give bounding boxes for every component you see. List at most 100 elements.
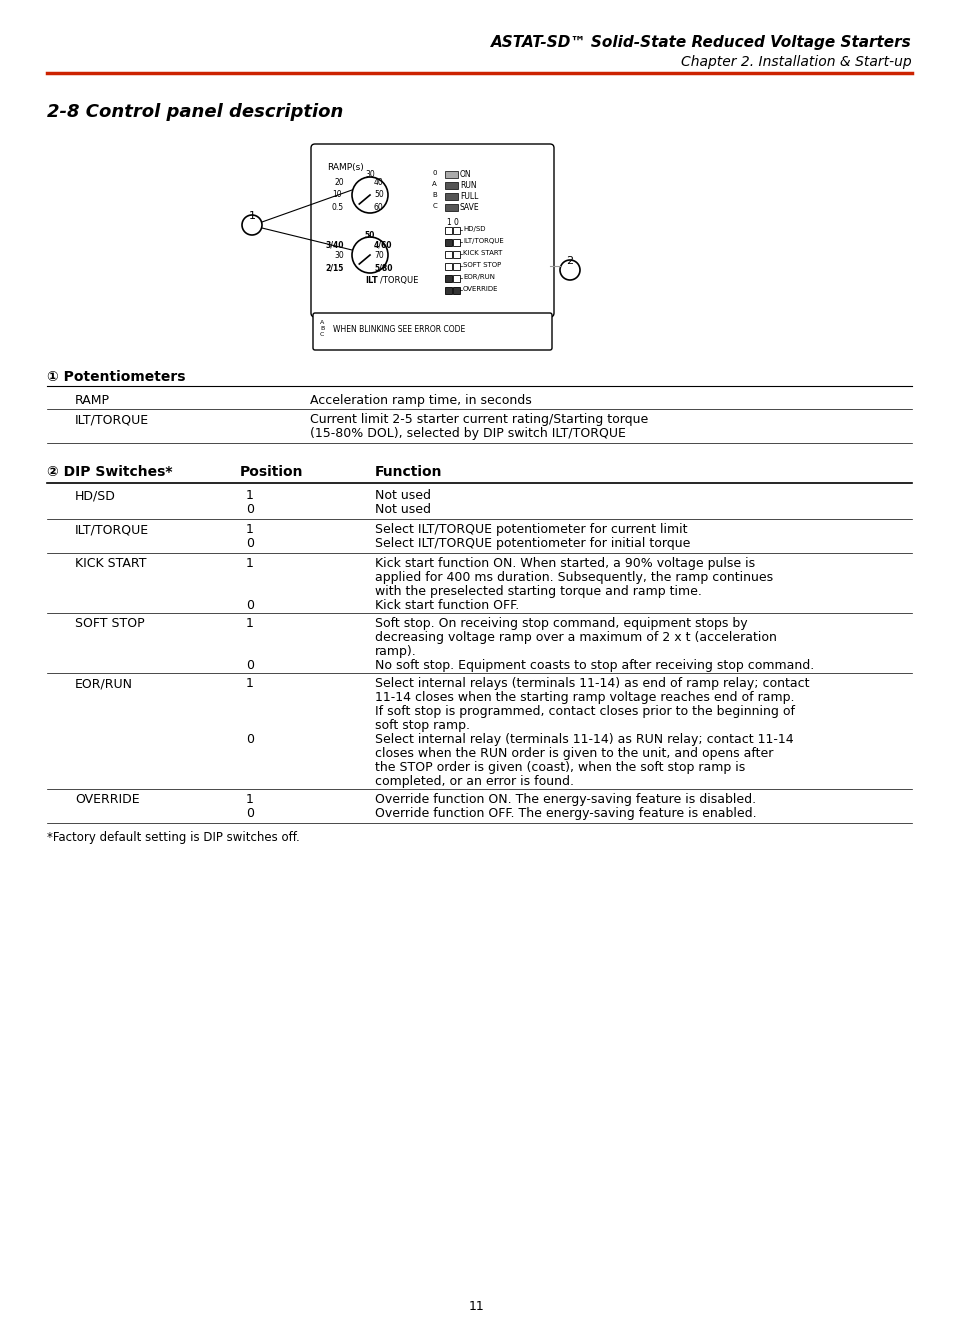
Text: ① Potentiometers: ① Potentiometers xyxy=(47,371,185,384)
Bar xyxy=(453,287,459,293)
Text: Current limit 2-5 starter current rating/Starting torque: Current limit 2-5 starter current rating… xyxy=(310,413,648,426)
Bar xyxy=(444,205,457,211)
Text: 0: 0 xyxy=(432,170,436,177)
Text: 40: 40 xyxy=(374,178,383,187)
FancyBboxPatch shape xyxy=(311,143,554,317)
Text: SAVE: SAVE xyxy=(459,203,479,212)
Text: *Factory default setting is DIP switches off.: *Factory default setting is DIP switches… xyxy=(47,831,299,845)
Text: If soft stop is programmed, contact closes prior to the beginning of: If soft stop is programmed, contact clos… xyxy=(375,705,794,718)
Bar xyxy=(453,227,459,234)
Text: decreasing voltage ramp over a maximum of 2 x t (acceleration: decreasing voltage ramp over a maximum o… xyxy=(375,631,776,644)
Text: B: B xyxy=(432,193,436,198)
Bar xyxy=(453,239,459,246)
Text: 1: 1 xyxy=(446,218,450,227)
Text: EOR/RUN: EOR/RUN xyxy=(462,274,495,280)
Text: 0: 0 xyxy=(246,503,253,517)
Text: ILT/TORQUE: ILT/TORQUE xyxy=(462,238,503,244)
Text: ② DIP Switches*: ② DIP Switches* xyxy=(47,465,172,479)
Text: Override function OFF. The energy-saving feature is enabled.: Override function OFF. The energy-saving… xyxy=(375,807,756,819)
Text: 1: 1 xyxy=(246,618,253,629)
Bar xyxy=(453,275,459,282)
Text: SOFT STOP: SOFT STOP xyxy=(462,262,500,268)
Text: Function: Function xyxy=(375,465,442,479)
Text: 2: 2 xyxy=(566,256,573,266)
Text: 30: 30 xyxy=(334,251,344,260)
Text: 0: 0 xyxy=(246,733,253,746)
Text: 11: 11 xyxy=(469,1300,484,1313)
Text: 60: 60 xyxy=(374,203,383,212)
Text: Not used: Not used xyxy=(375,489,431,502)
Text: /TORQUE: /TORQUE xyxy=(379,276,418,286)
Text: applied for 400 ms duration. Subsequently, the ramp continues: applied for 400 ms duration. Subsequentl… xyxy=(375,571,772,584)
Text: 0: 0 xyxy=(246,807,253,819)
Text: RUN: RUN xyxy=(459,181,476,190)
Text: Chapter 2. Installation & Start-up: Chapter 2. Installation & Start-up xyxy=(680,54,911,69)
Text: Select ILT/TORQUE potentiometer for current limit: Select ILT/TORQUE potentiometer for curr… xyxy=(375,523,687,537)
Text: FULL: FULL xyxy=(459,193,477,201)
Text: Kick start function ON. When started, a 90% voltage pulse is: Kick start function ON. When started, a … xyxy=(375,556,755,570)
Text: No soft stop. Equipment coasts to stop after receiving stop command.: No soft stop. Equipment coasts to stop a… xyxy=(375,659,814,672)
Text: 50: 50 xyxy=(374,190,383,199)
Text: ILT/TORQUE: ILT/TORQUE xyxy=(75,523,149,537)
Text: SOFT STOP: SOFT STOP xyxy=(75,618,145,629)
Text: WHEN BLINKING SEE ERROR CODE: WHEN BLINKING SEE ERROR CODE xyxy=(333,325,465,335)
Text: 0: 0 xyxy=(246,599,253,612)
Text: 1: 1 xyxy=(246,489,253,502)
Bar xyxy=(444,275,452,282)
Bar xyxy=(444,182,457,189)
Bar xyxy=(444,227,452,234)
Text: RAMP: RAMP xyxy=(75,394,110,406)
Bar xyxy=(444,263,452,270)
Text: HD/SD: HD/SD xyxy=(462,226,485,232)
FancyBboxPatch shape xyxy=(313,313,552,351)
Bar xyxy=(453,251,459,258)
Bar xyxy=(444,193,457,201)
Text: 1: 1 xyxy=(246,523,253,537)
Text: ASTAT-SD™ Solid-State Reduced Voltage Starters: ASTAT-SD™ Solid-State Reduced Voltage St… xyxy=(491,35,911,50)
Text: KICK START: KICK START xyxy=(462,250,502,256)
Text: 0: 0 xyxy=(246,659,253,672)
Text: 4/60: 4/60 xyxy=(374,240,392,250)
Text: completed, or an error is found.: completed, or an error is found. xyxy=(375,776,574,788)
Text: the STOP order is given (coast), when the soft stop ramp is: the STOP order is given (coast), when th… xyxy=(375,761,744,774)
Text: 1: 1 xyxy=(246,793,253,806)
Text: soft stop ramp.: soft stop ramp. xyxy=(375,718,470,732)
Text: Acceleration ramp time, in seconds: Acceleration ramp time, in seconds xyxy=(310,394,531,406)
Text: 70: 70 xyxy=(374,251,383,260)
Text: 1: 1 xyxy=(246,677,253,691)
Text: 3/40: 3/40 xyxy=(325,240,344,250)
Bar xyxy=(444,251,452,258)
Bar xyxy=(453,263,459,270)
Text: with the preselected starting torque and ramp time.: with the preselected starting torque and… xyxy=(375,586,701,598)
Text: 2/15: 2/15 xyxy=(325,263,344,272)
Text: A
B
C: A B C xyxy=(319,320,324,336)
Text: Select internal relays (terminals 11-14) as end of ramp relay; contact: Select internal relays (terminals 11-14)… xyxy=(375,677,809,691)
Text: EOR/RUN: EOR/RUN xyxy=(75,677,132,691)
Text: 0: 0 xyxy=(454,218,458,227)
Text: 50: 50 xyxy=(364,231,375,240)
Text: closes when the RUN order is given to the unit, and opens after: closes when the RUN order is given to th… xyxy=(375,746,773,760)
Text: HD/SD: HD/SD xyxy=(75,489,115,502)
Text: ON: ON xyxy=(459,170,471,179)
Text: 5/80: 5/80 xyxy=(374,263,392,272)
Text: A: A xyxy=(432,181,436,187)
Text: 2-8 Control panel description: 2-8 Control panel description xyxy=(47,104,343,121)
Text: 30: 30 xyxy=(365,170,375,179)
Text: Soft stop. On receiving stop command, equipment stops by: Soft stop. On receiving stop command, eq… xyxy=(375,618,747,629)
Text: 10: 10 xyxy=(332,190,341,199)
Text: Override function ON. The energy-saving feature is disabled.: Override function ON. The energy-saving … xyxy=(375,793,756,806)
Bar xyxy=(444,239,452,246)
Text: RAMP(s): RAMP(s) xyxy=(327,163,363,173)
Text: 20: 20 xyxy=(334,178,344,187)
Text: Select ILT/TORQUE potentiometer for initial torque: Select ILT/TORQUE potentiometer for init… xyxy=(375,537,690,550)
Text: OVERRIDE: OVERRIDE xyxy=(75,793,139,806)
Text: 1: 1 xyxy=(248,211,255,220)
Text: KICK START: KICK START xyxy=(75,556,147,570)
Text: OVERRIDE: OVERRIDE xyxy=(462,286,498,292)
Text: ILT/TORQUE: ILT/TORQUE xyxy=(75,413,149,426)
Text: 1: 1 xyxy=(246,556,253,570)
Text: C: C xyxy=(432,203,436,208)
Text: Select internal relay (terminals 11-14) as RUN relay; contact 11-14: Select internal relay (terminals 11-14) … xyxy=(375,733,793,746)
Bar xyxy=(444,171,457,178)
Text: 0: 0 xyxy=(246,537,253,550)
